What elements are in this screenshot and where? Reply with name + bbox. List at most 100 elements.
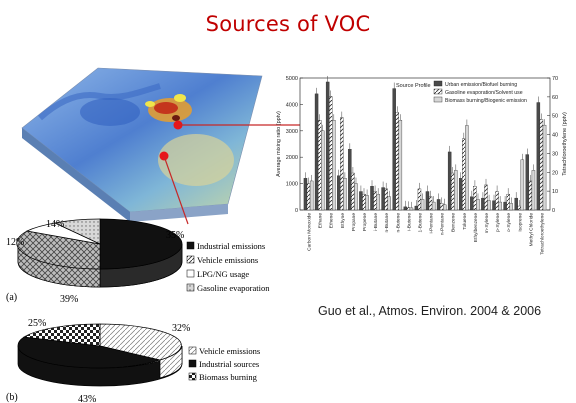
bar-2-15 [476, 199, 480, 211]
bar-0-8 [392, 88, 396, 211]
pie-b-slice-biomass [22, 323, 101, 347]
bar-0-16 [481, 197, 485, 211]
bar-chart-ytick-label: 3000 [286, 129, 298, 135]
bar-0-10 [414, 205, 419, 211]
bar-chart-legend-title: Source Profile [396, 83, 431, 89]
bar-2-13 [454, 170, 458, 211]
bar-0-7 [381, 187, 385, 211]
pie-a-legend-gasoline: Gasoline evaporation [197, 283, 270, 293]
bar-chart-category-label: n-Butane [384, 213, 390, 233]
bar-chart-ytick-right-label: 40 [552, 133, 558, 139]
pie-b-percent-vehicle: 32% [172, 323, 190, 334]
bar-1-16 [484, 184, 488, 211]
bar-1-10 [417, 188, 422, 211]
bar-chart-legend-swatch [433, 80, 443, 87]
bar-chart-category-label: Carbon Monoxide [307, 213, 313, 251]
pie-b-slice-industrial [17, 336, 162, 369]
bar-chart-ytick-right-label: 60 [552, 95, 558, 101]
bar-1-3 [340, 117, 344, 211]
bar-chart-category-label: i-Butane [373, 213, 379, 231]
pie-b-legend: Vehicle emissions Industrial sources Bio… [188, 346, 260, 382]
bar-chart-legend-swatch [433, 96, 443, 103]
bar-chart-category-label: n-Pentane [440, 213, 446, 235]
bar-1-4 [351, 172, 355, 211]
pie-a-percent-industrial: 35% [166, 230, 184, 241]
pie-a-panel-label: (a) [6, 292, 17, 303]
pie-b-percent-industrial: 43% [78, 394, 96, 403]
bar-0-6 [370, 186, 374, 211]
bar-2-10 [420, 199, 425, 211]
bar-chart-ytick-label: 4000 [286, 102, 298, 108]
bar-chart-category-label: Toluene [462, 213, 468, 230]
bar-1-18 [506, 193, 510, 211]
bar-chart-ytick-label: 5000 [286, 76, 298, 82]
bar-chart-category-label: Ethyne [340, 213, 346, 228]
bar-chart-category-label: m-Xylene [484, 213, 490, 234]
bar-1-11 [428, 196, 433, 211]
bar-1-0 [306, 183, 311, 211]
bar-chart-legend-label: Urban emission/Biofuel burning [445, 82, 517, 88]
bar-1-14 [462, 138, 466, 211]
connector-to-pie-chart [163, 155, 189, 225]
bar-0-17 [492, 200, 496, 211]
bar-2-16 [487, 200, 491, 211]
bar-0-4 [348, 149, 352, 211]
pie-a-slice-industrial [99, 218, 183, 270]
bar-2-20 [531, 170, 536, 211]
bar-0-20 [525, 154, 529, 211]
pie-b-legend-industrial: Industrial sources [199, 359, 259, 369]
bar-1-17 [495, 191, 499, 211]
bar-0-18 [503, 201, 507, 211]
bar-chart-ytick-right-label: 50 [552, 114, 558, 120]
bar-chart-legend-swatch [433, 88, 443, 95]
bar-chart-category-label: i-Butene [406, 213, 412, 231]
bar-chart-category-label: n-Butene [395, 213, 401, 233]
bar-chart-ylabel: Average mixing ratio (pptv) [276, 111, 282, 177]
bar-2-21 [542, 124, 547, 211]
pie-b-legend-vehicle: Vehicle emissions [199, 346, 260, 356]
bar-2-0 [309, 180, 314, 211]
bar-2-11 [431, 201, 436, 211]
bar-chart-legend-label: Gasoline evaporation/Solvent use [445, 90, 523, 96]
bar-1-13 [451, 172, 455, 211]
bar-1-7 [384, 188, 388, 211]
bar-chart-category-label: Benzene [451, 213, 457, 232]
bar-0-3 [337, 175, 341, 211]
bar-2-2 [332, 120, 336, 211]
pie-a-legend-lpg: LPG/NG usage [197, 269, 249, 279]
bar-0-1 [314, 93, 319, 211]
bar-2-1 [321, 130, 325, 211]
bar-chart-category-label: Methyl Chloride [528, 213, 534, 247]
pie-a-slice-gasoline [53, 218, 101, 245]
bar-chart-ytick-right-label: 70 [552, 76, 558, 82]
bar-chart-ylabel-right: Tetrachloroethylene (pptv) [562, 112, 568, 176]
bar-1-5 [362, 193, 366, 211]
bar-1-15 [473, 186, 477, 211]
bar-2-5 [365, 195, 369, 211]
bar-chart-category-label: 1-Butene [417, 213, 423, 233]
bar-chart-ytick-right-label: 30 [552, 151, 558, 157]
bar-2-6 [376, 193, 380, 211]
pie-b-slice-vehicle [99, 323, 182, 361]
bar-1-6 [373, 191, 377, 211]
bar-2-7 [387, 196, 391, 211]
pie-chart-b: 32% 43% 25% (b) Vehicle emissions Indust… [6, 318, 260, 403]
bar-chart-category-label: i-Pentane [429, 213, 435, 234]
bar-chart-ytick-label: 0 [295, 208, 298, 214]
pie-a-legend-industrial: Industrial emissions [197, 241, 265, 251]
pie-chart-a: 35% 39% 12% 14% (a) Industrial emissions… [6, 218, 270, 305]
pie-a-legend-vehicle: Vehicle emissions [197, 255, 258, 265]
bar-chart-category-label: Propane [351, 213, 357, 231]
pie-a-legend: Industrial emissions Vehicle emissions L… [186, 241, 270, 293]
bar-0-2 [325, 81, 330, 211]
bar-1-12 [439, 203, 444, 211]
bar-1-1 [317, 120, 322, 211]
bar-chart-category-label: Ethene [329, 213, 335, 229]
bar-chart-category-label: Ethane [318, 213, 324, 229]
bar-chart-legend-label: Biomass burning/Biogenic emission [445, 98, 527, 104]
bar-chart-ytick-right-label: 0 [552, 208, 555, 214]
pie-b-panel-label: (b) [6, 392, 18, 403]
slide-title: Sources of VOC [205, 12, 371, 36]
bar-0-5 [359, 191, 363, 211]
